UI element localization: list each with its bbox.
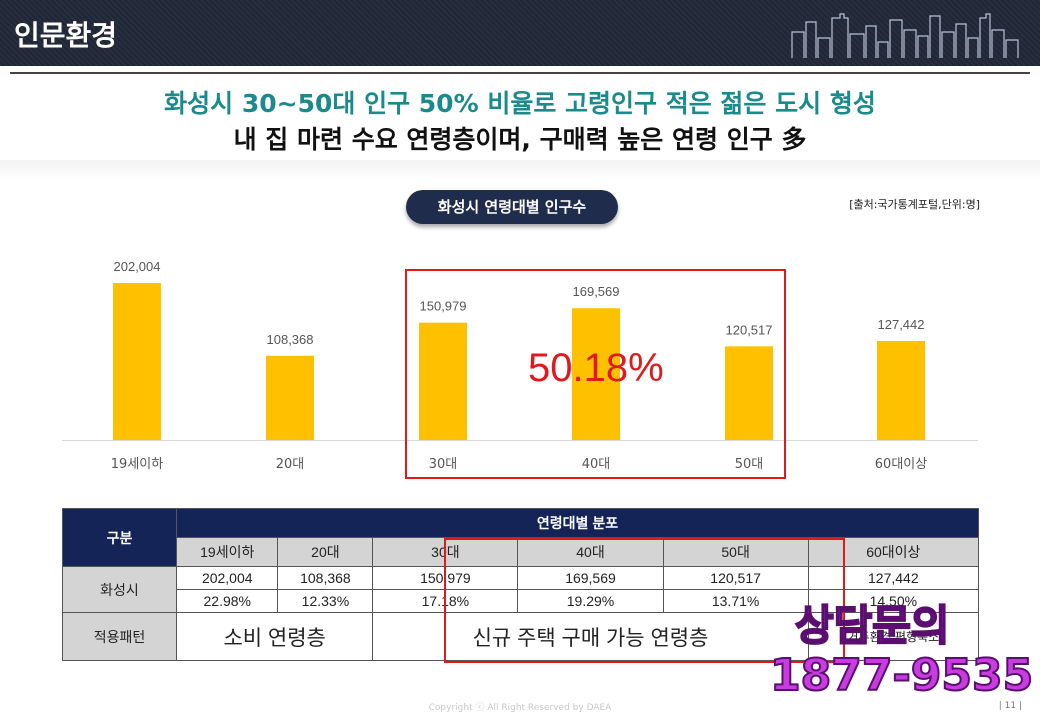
table-age-header: 20대 — [277, 537, 374, 567]
chart-bar — [725, 346, 773, 440]
table-pattern-label: 적용패턴 — [62, 612, 177, 661]
city-skyline-icon — [791, 13, 1019, 58]
chart-bar — [266, 355, 314, 440]
table-pattern-consume: 소비 연령층 — [175, 612, 374, 661]
chart-bar — [113, 283, 161, 440]
header-bar: 인문환경 — [0, 0, 1040, 66]
table-cell-count: 108,368 — [277, 566, 374, 590]
highlight-percentage: 50.18% — [528, 346, 664, 390]
chart-category-label: 19세이하 — [111, 457, 163, 472]
chart-highlight-box — [405, 269, 786, 479]
table-cell-count: 202,004 — [175, 566, 279, 590]
consult-overlay-text: 상담문의 — [794, 600, 951, 651]
table-cell-percent: 22.98% — [175, 589, 279, 613]
headline-secondary: 내 집 마련 수요 연령층이며, 구매력 높은 연령 인구 多 — [233, 125, 807, 154]
chart-data-label: 108,368 — [267, 332, 314, 347]
chart-data-label: 169,569 — [573, 284, 620, 299]
chart-category-label: 40대 — [582, 457, 611, 472]
population-bar-chart: 202,004 19세이하 108,368 20대 150,979 30대 169,569 4… — [62, 259, 978, 472]
chart-bar — [877, 340, 925, 440]
chart-category-label: 30대 — [429, 457, 458, 472]
headline-shadow-band — [0, 160, 1040, 180]
table-pattern-old: 거주환경 평형축소 — [807, 612, 980, 661]
phone-overlay-text: 1877-9535 — [769, 649, 1034, 702]
chart-category-label: 20대 — [276, 457, 305, 472]
table-age-header: 60대이상 — [807, 537, 980, 567]
chart-title: 화성시 연령대별 인구수 — [406, 190, 618, 224]
chart-data-label: 150,979 — [420, 299, 467, 314]
table-cell-count: 169,569 — [517, 566, 664, 590]
table-header-group: 연령대별 분포 — [176, 508, 979, 538]
chart-data-label: 202,004 — [114, 259, 161, 274]
page-number: | 11 | — [998, 701, 1022, 711]
table-highlight-box — [444, 538, 845, 663]
headline-primary: 화성시 30~50대 인구 50% 비율로 고령인구 적은 젊은 도시 형성 — [164, 89, 876, 118]
source-note: [출처:국가통계포털,단위:명] — [849, 198, 980, 211]
table-cell-percent: 12.33% — [277, 589, 374, 613]
table-cell-count: 127,442 — [807, 566, 980, 590]
table-age-header: 19세이하 — [175, 537, 279, 567]
chart-bar — [572, 308, 620, 440]
chart-data-label: 127,442 — [878, 317, 925, 332]
copyright-footer: Copyright ⓒ All Right Reserved by DAEA — [428, 703, 612, 713]
chart-category-label: 60대이상 — [875, 457, 927, 472]
table-age-header: 40대 — [517, 537, 664, 567]
table-age-header: 50대 — [662, 537, 809, 567]
chart-data-label: 120,517 — [726, 322, 773, 337]
chart-category-label: 50대 — [735, 457, 764, 472]
table-header-category: 구분 — [62, 508, 177, 567]
table-row-label: 화성시 — [62, 566, 177, 613]
chart-bar — [419, 322, 467, 440]
header-divider — [10, 72, 1030, 74]
page-title: 인문환경 — [14, 19, 118, 52]
table-cell-percent: 14.50% — [807, 589, 980, 613]
